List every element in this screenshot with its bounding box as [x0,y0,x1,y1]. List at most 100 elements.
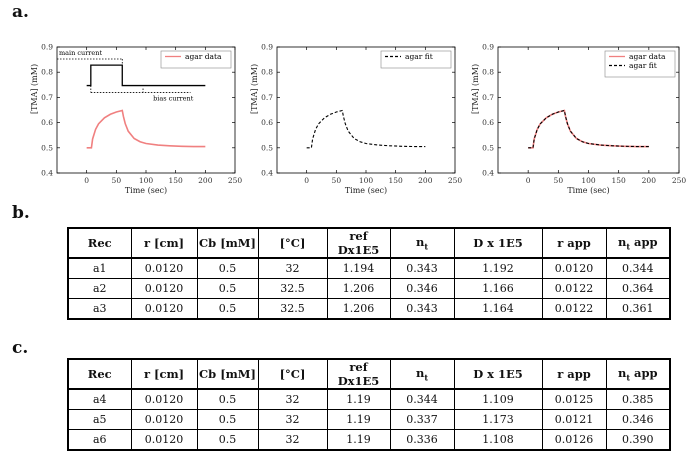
y-tick-label: 0.6 [261,118,273,127]
agar-overlay-plot: 0 50 100 150 200 250 0.4 0.5 0.6 0.7 0.8 0.9 Time (s… [471,43,686,196]
agar-fit-plot: 0 50 100 150 200 250 0.4 0.5 0.6 0.7 0.8 0.9 Time (s… [250,43,462,196]
header-subscript: t [626,372,631,383]
header-text: n [617,234,627,249]
header-text: n [415,234,425,249]
y-tick-label: 0.4 [261,169,273,178]
table-cell: 0.5 [196,409,259,430]
y-tick-label: 0.4 [41,169,53,178]
x-tick-label: 50 [554,176,564,185]
legend: agar fit [380,50,452,69]
table-cell: 0.5 [196,257,259,279]
table-cell: 0.346 [389,278,455,299]
legend-label: agar data [185,52,222,61]
column-header: r app [541,227,607,259]
figure-charts: 0 50 100 150 200 250 0.4 0.5 0.6 0.7 0.8 0.9 Time (s… [30,43,686,196]
table-cell: 0.0120 [130,429,198,451]
table-cell: 0.5 [196,278,259,299]
table-cell: a3 [67,298,132,320]
legend-box [604,50,676,78]
table-cell: 0.0120 [130,257,198,279]
table-c: Rec r [cm] Cb [mM] [°C] ref Dx1E5 nt D x 1E5 r … [67,358,671,451]
x-tick-label: 200 [642,176,657,185]
y-axis-label: [TMA] (mM) [250,64,259,114]
table-cell: 1.108 [453,429,543,451]
x-axis-label: Time (sec) [567,186,609,195]
table-cell: 0.5 [196,388,259,410]
table-cell: 0.0122 [541,278,607,299]
header-subscript: t [424,241,429,252]
table-cell: 0.0126 [541,429,607,451]
table-cell: 0.364 [605,278,671,299]
table-cell: 1.19 [326,409,391,430]
table-cell: 0.343 [389,298,455,320]
table-cell: 0.346 [605,409,671,430]
table-cell: 0.5 [196,429,259,451]
y-axis-label: [TMA] (mM) [471,64,480,114]
table-cell: 1.164 [453,298,543,320]
table-cell: 1.19 [326,429,391,451]
table-row: a4 0.0120 0.5 32 1.19 0.344 1.109 0.0125 0.385 [67,388,671,410]
x-tick-label: 0 [84,176,89,185]
legend-label: agar fit [629,61,657,70]
table-cell: a2 [67,278,132,299]
table-cell: 0.0120 [130,388,198,410]
bias-current-label: bias current [153,95,194,103]
table-cell: 0.344 [605,257,671,279]
table-row: a3 0.0120 0.5 32.5 1.206 0.343 1.164 0.0122 0.36… [67,298,671,320]
y-tick-label: 0.9 [261,43,273,52]
column-header: ref Dx1E5 [326,358,391,390]
table-cell: a6 [67,429,132,451]
panel-label-c: c. [12,338,29,358]
column-header: [°C] [257,227,328,259]
column-header: r [cm] [130,227,198,259]
y-axis-label: [TMA] (mM) [30,64,39,114]
column-header: [°C] [257,358,328,390]
y-tick-label: 0.5 [261,143,273,152]
table-cell: 0.336 [389,429,455,451]
table-cell: 0.385 [605,388,671,410]
table-row: a6 0.0120 0.5 32 1.19 0.336 1.108 0.0126 0.390 [67,429,671,451]
y-tick-label: 0.7 [261,93,273,102]
column-header: D x 1E5 [453,358,543,390]
main-current-label: main current [59,49,102,57]
y-tick-label: 0.6 [482,118,494,127]
table-cell: 1.194 [326,257,391,279]
column-header: Cb [mM] [196,358,259,390]
panel-label-a: a. [12,2,29,22]
x-tick-label: 250 [228,176,243,185]
x-tick-label: 200 [418,176,433,185]
column-header: nt app [605,358,671,390]
y-tick-label: 0.7 [41,93,53,102]
main-current-line [86,64,206,87]
table-b: Rec r [cm] Cb [mM] [°C] ref Dx1E5 nt D x 1E5 r … [67,227,671,320]
table-cell: 1.109 [453,388,543,410]
column-header: r app [541,358,607,390]
table-cell: 1.19 [326,388,391,410]
x-axis-label: Time (sec) [125,186,167,195]
fit-series-line [528,109,649,149]
y-tick-label: 0.9 [41,43,53,52]
table-cell: 0.0122 [541,298,607,320]
table-cell: 0.0120 [130,409,198,430]
x-axis-label: Time (sec) [345,186,387,195]
table-cell: 32 [257,257,328,279]
legend-box [160,50,232,69]
header-text: n [415,365,425,380]
table-cell: 32.5 [257,278,328,299]
table-cell: 1.206 [326,298,391,320]
y-tick-label: 0.9 [482,43,494,52]
column-header: nt app [605,227,671,259]
table-cell: 0.0120 [541,257,607,279]
x-tick-label: 150 [169,176,184,185]
y-tick-label: 0.5 [482,143,494,152]
table-header-row: Rec r [cm] Cb [mM] [°C] ref Dx1E5 nt D x 1E5 r … [67,358,671,390]
x-tick-label: 100 [581,176,596,185]
legend-label: agar data [629,52,666,61]
table-row: a1 0.0120 0.5 32 1.194 0.343 1.192 0.0120 0.344 [67,257,671,279]
table-cell: 0.0125 [541,388,607,410]
table-cell: 0.361 [605,298,671,320]
column-header: nt [389,358,455,390]
y-tick-label: 0.8 [41,68,53,77]
column-header: ref Dx1E5 [326,227,391,259]
y-tick-label: 0.7 [482,93,494,102]
